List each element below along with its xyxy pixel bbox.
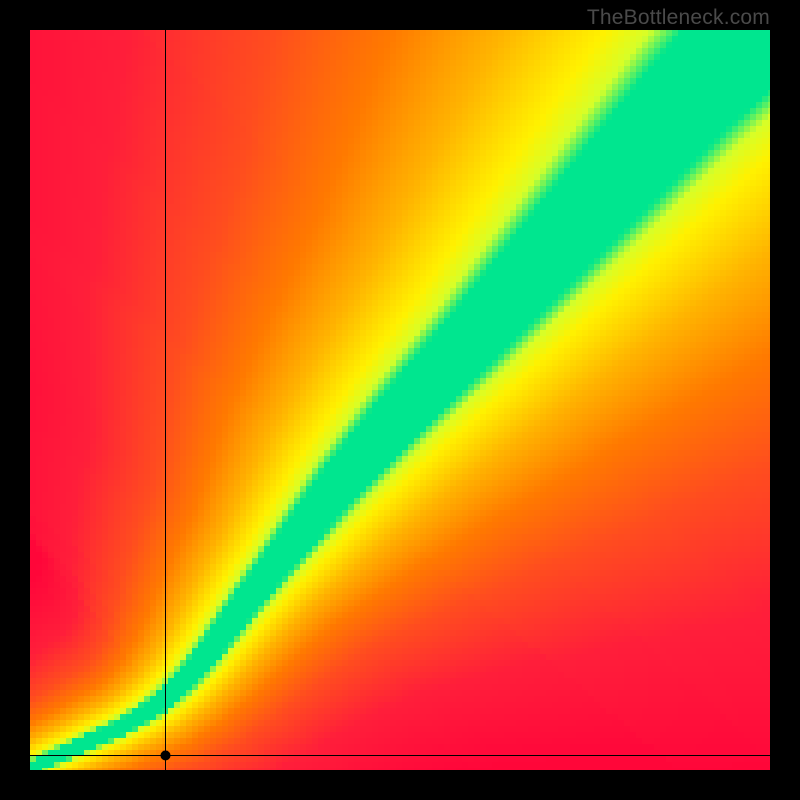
- bottleneck-heatmap-canvas: [30, 30, 770, 770]
- watermark-text: TheBottleneck.com: [587, 6, 770, 30]
- plot-frame: [30, 30, 770, 770]
